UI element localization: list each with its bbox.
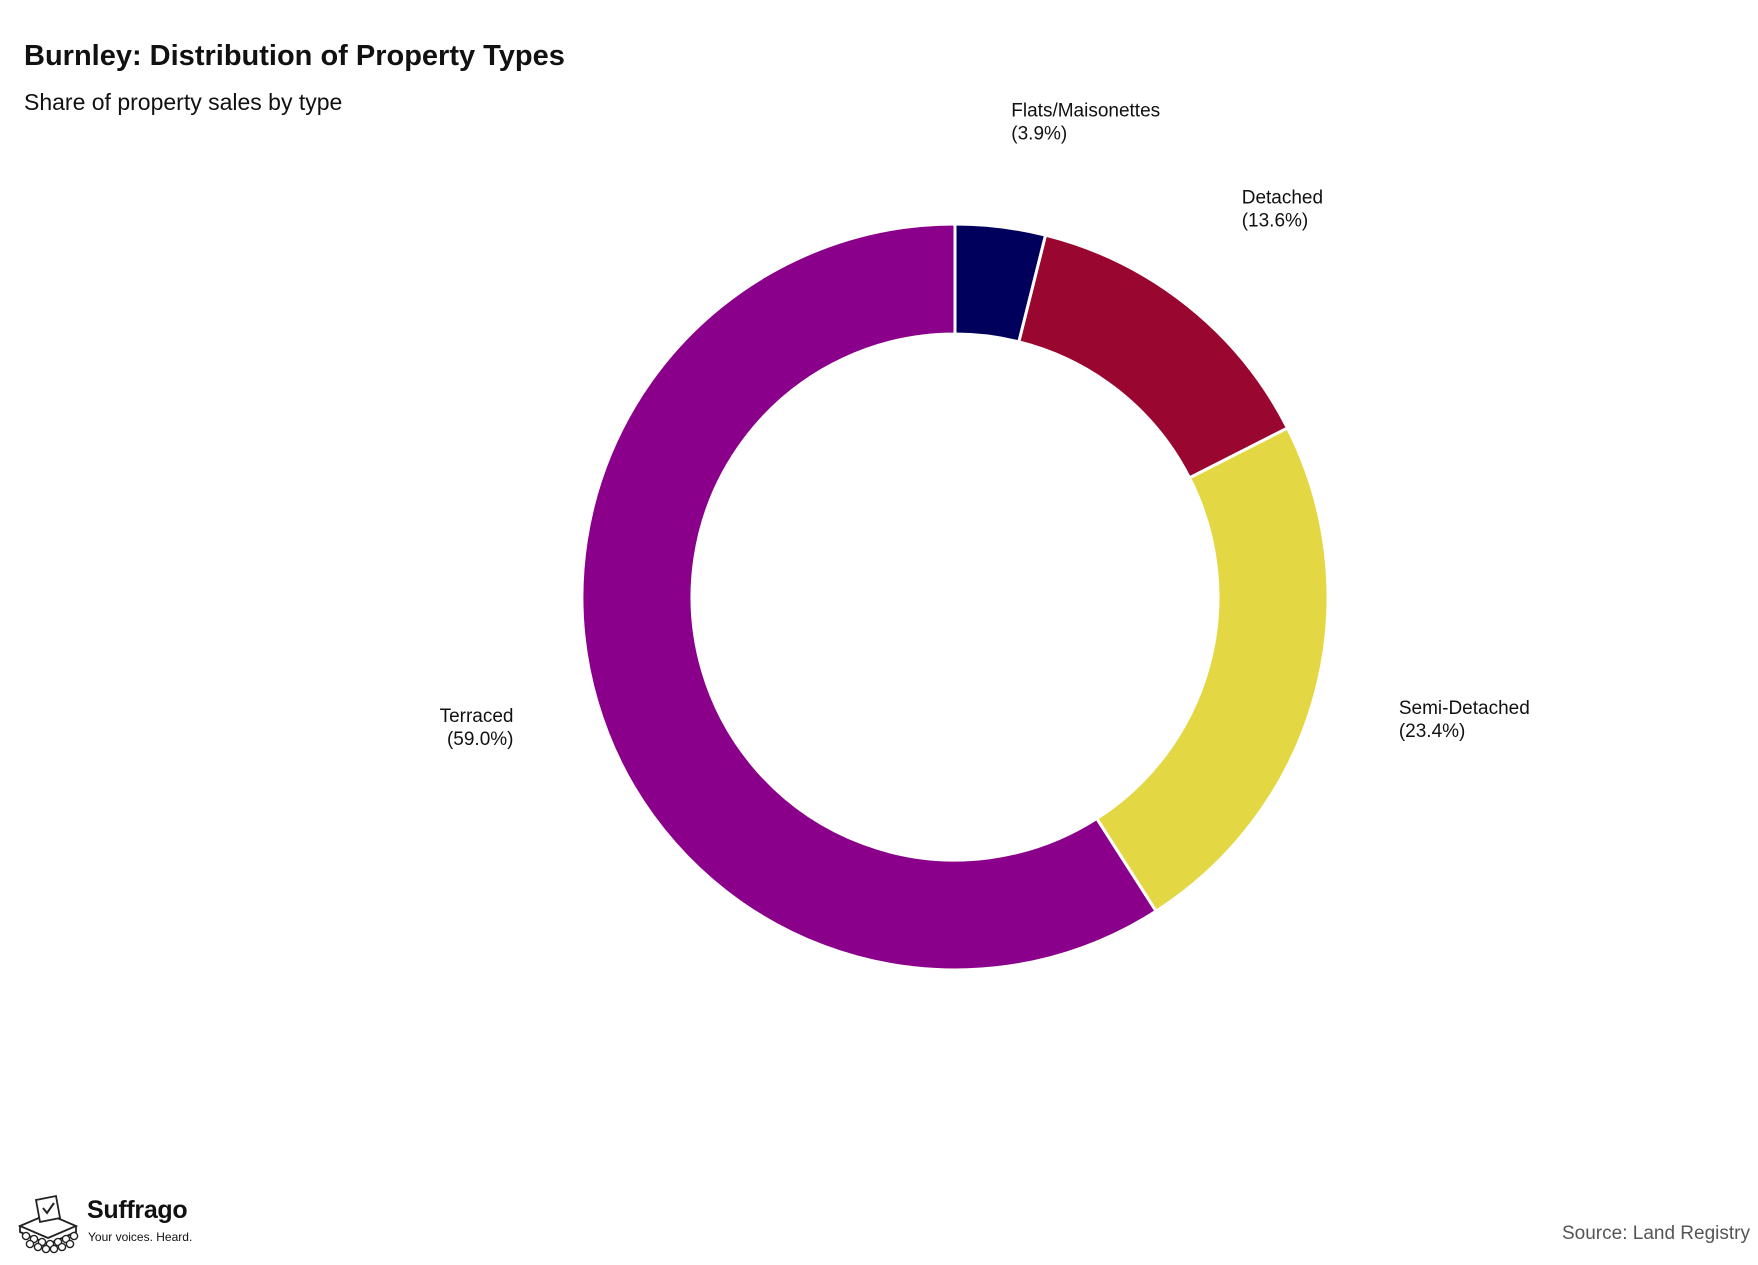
- slice-value-terraced: (59.0%): [447, 729, 514, 750]
- slice-label-terraced: Terraced: [440, 706, 514, 727]
- chart-title: Burnley: Distribution of Property Types: [24, 40, 565, 72]
- slice-label-detached: Detached: [1242, 187, 1323, 208]
- chart-subtitle: Share of property sales by type: [24, 89, 343, 115]
- brand-tagline: Your voices. Heard.: [88, 1230, 193, 1244]
- slice-value-detached: (13.6%): [1242, 210, 1309, 231]
- donut-slice-terraced: [580, 222, 1159, 972]
- source-note: Source: Land Registry: [1562, 1223, 1750, 1244]
- slice-label-flats-maisonettes: Flats/Maisonettes: [1011, 100, 1160, 121]
- brand-name: Suffrago: [87, 1196, 188, 1224]
- slice-value-flats-maisonettes: (3.9%): [1011, 123, 1067, 144]
- donut-slice-detached: [1017, 233, 1290, 480]
- slice-label-semi-detached: Semi-Detached: [1399, 698, 1530, 719]
- brand-logo-block: Suffrago Your voices. Heard.: [16, 1192, 216, 1254]
- slice-value-semi-detached: (23.4%): [1399, 721, 1466, 742]
- ballot-box-icon: [17, 1194, 79, 1254]
- donut-slice-semi-detached: [1094, 426, 1330, 914]
